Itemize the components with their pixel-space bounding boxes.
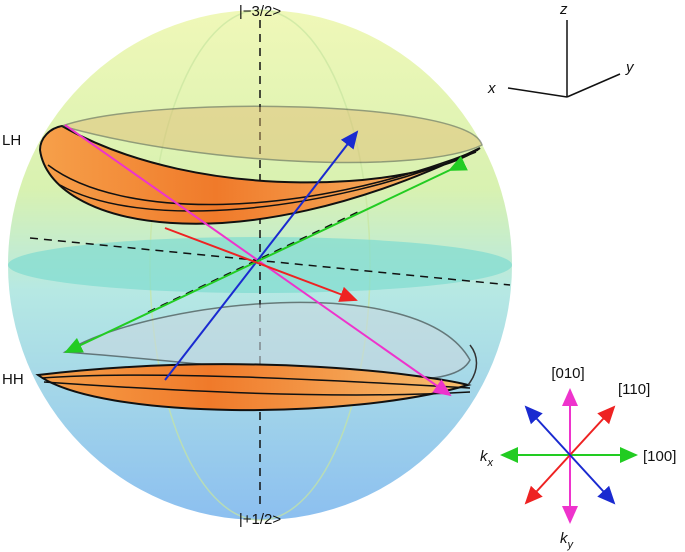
- dir-110: [110]: [618, 381, 650, 398]
- hh-label: HH: [2, 371, 24, 388]
- kx-sub: x: [487, 457, 494, 469]
- ky-label: ky: [560, 530, 575, 551]
- state-arrows: [64, 124, 468, 397]
- lh-label: LH: [2, 132, 21, 149]
- bottom-state: |+1/2>: [239, 511, 282, 528]
- y-axis-label: y: [625, 59, 635, 76]
- kx-label: kx: [480, 448, 494, 469]
- z-axis-label: z: [559, 1, 568, 18]
- coordinate-axes: [507, 20, 621, 98]
- kx-base: k: [480, 448, 489, 465]
- ky-base: k: [560, 530, 569, 547]
- top-state: |−3/2>: [239, 3, 282, 20]
- sphere: [8, 9, 512, 521]
- dir-010: [010]: [551, 365, 584, 382]
- dir-100: [100]: [643, 448, 676, 465]
- direction-compass: [500, 388, 638, 524]
- x-axis-label: x: [487, 80, 496, 97]
- ky-sub: y: [567, 539, 575, 551]
